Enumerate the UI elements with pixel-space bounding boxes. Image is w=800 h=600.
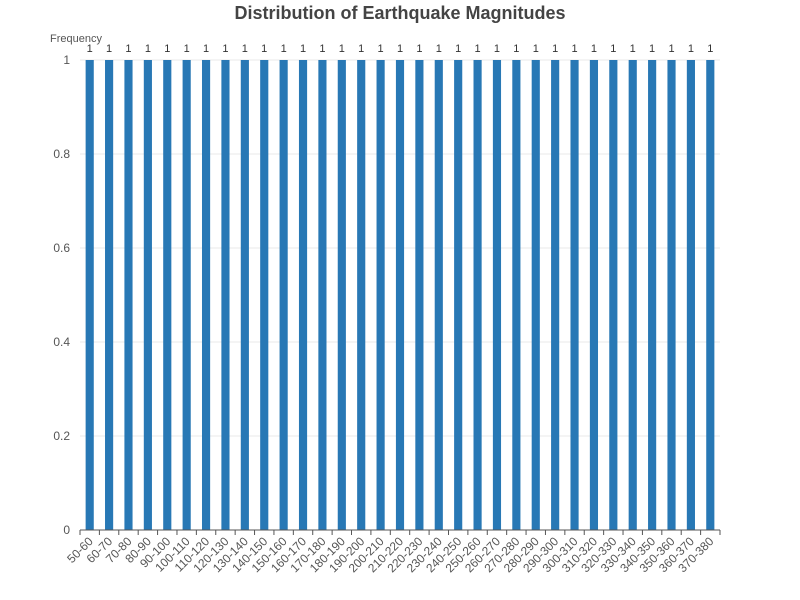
bar-value-label: 1 (222, 43, 228, 55)
bar-value-label: 1 (494, 43, 500, 55)
chart-title: Distribution of Earthquake Magnitudes (234, 3, 565, 23)
bar (376, 60, 385, 530)
bar (706, 60, 715, 530)
bar-value-label: 1 (106, 43, 112, 55)
bar (473, 60, 482, 530)
bar (648, 60, 657, 530)
bar (686, 60, 695, 530)
bar-value-label: 1 (184, 43, 190, 55)
bar-value-label: 1 (707, 43, 713, 55)
bar (551, 60, 560, 530)
y-axis: 0 0.2 0.4 0.6 0.8 1 (53, 53, 70, 537)
bar (221, 60, 230, 530)
y-tick-label: 0.4 (53, 335, 70, 349)
bar-value-label: 1 (378, 43, 384, 55)
y-tick-label: 0.6 (53, 241, 70, 255)
bar (163, 60, 172, 530)
bar (182, 60, 191, 530)
y-tick-label: 0 (63, 523, 70, 537)
bar (589, 60, 599, 530)
bar (240, 60, 249, 530)
bar-value-label: 1 (300, 43, 306, 55)
bar-value-label: 1 (649, 43, 655, 55)
bar (667, 60, 676, 530)
bar-value-label: 1 (552, 43, 558, 55)
bar-value-label: 1 (668, 43, 674, 55)
y-tick-label: 0.8 (53, 147, 70, 161)
bar-value-label: 1 (591, 43, 597, 55)
bar-value-label: 1 (630, 43, 636, 55)
bar-value-label: 1 (281, 43, 287, 55)
bar (434, 60, 443, 530)
bar (298, 60, 308, 530)
bar (201, 60, 211, 530)
bar (454, 60, 463, 530)
bar (531, 60, 540, 530)
bar (395, 60, 405, 530)
bar (609, 60, 618, 530)
bar-value-label: 1 (436, 43, 442, 55)
bar-value-label: 1 (145, 43, 151, 55)
bar-value-label: 1 (164, 43, 170, 55)
bar-value-label: 1 (261, 43, 267, 55)
bar (570, 60, 579, 530)
bar (512, 60, 521, 530)
data-labels-group: 1 1 1 1 1 1 1 1 1 1 1 1 1 1 1 1 1 1 1 1 1 1 1 1 1 1 1 1 1 1 1 1 1 (87, 43, 714, 55)
bar-value-label: 1 (339, 43, 345, 55)
bar-value-label: 1 (416, 43, 422, 55)
bar (85, 60, 94, 530)
y-axis-label: Frequency (50, 33, 102, 45)
bar-value-label: 1 (319, 43, 325, 55)
bar (492, 60, 502, 530)
bar-value-label: 1 (571, 43, 577, 55)
bar (357, 60, 366, 530)
bar-value-label: 1 (688, 43, 694, 55)
bar-value-label: 1 (533, 43, 539, 55)
bar (337, 60, 346, 530)
bar-value-label: 1 (125, 43, 131, 55)
bar (105, 60, 114, 530)
bar (279, 60, 288, 530)
bar-value-label: 1 (203, 43, 209, 55)
bar (260, 60, 269, 530)
bar (628, 60, 637, 530)
bar-value-label: 1 (358, 43, 364, 55)
bar (318, 60, 327, 530)
bar (124, 60, 133, 530)
bar-value-label: 1 (475, 43, 481, 55)
bar-value-label: 1 (455, 43, 461, 55)
bar (415, 60, 424, 530)
bar (143, 60, 152, 530)
bar-value-label: 1 (242, 43, 248, 55)
bar-value-label: 1 (610, 43, 616, 55)
bar-value-label: 1 (87, 43, 93, 55)
bar-value-label: 1 (397, 43, 403, 55)
y-tick-label: 0.2 (53, 429, 70, 443)
bar-value-label: 1 (513, 43, 519, 55)
y-tick-label: 1 (63, 53, 70, 67)
bars-group (85, 60, 715, 530)
x-axis: 50-6060-7070-8080-9090-100100-110110-120… (64, 529, 721, 575)
